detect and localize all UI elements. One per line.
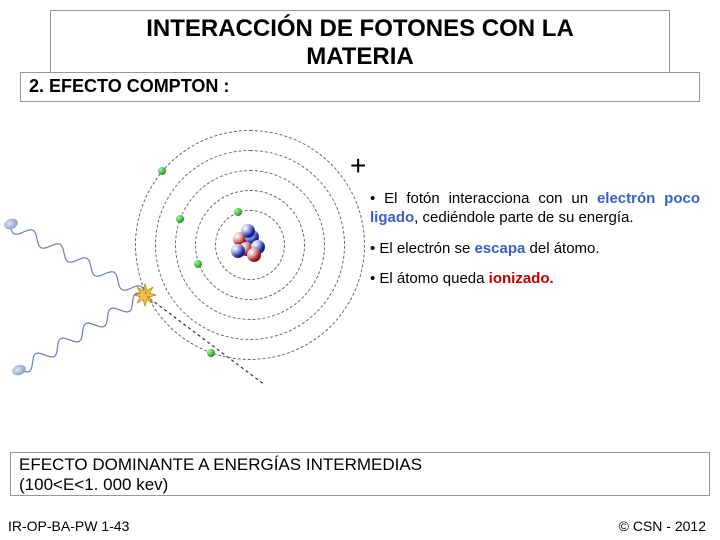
b1-pre: • El fotón interacciona con un bbox=[370, 190, 597, 207]
title-box: INTERACCIÓN DE FOTONES CON LA MATERIA bbox=[50, 10, 670, 80]
b2-pre: • El electrón se bbox=[370, 240, 474, 257]
bullet-3: • El átomo queda ionizado. bbox=[370, 270, 700, 289]
b3-hl: ionizado. bbox=[489, 270, 554, 287]
b3-pre: • El átomo queda bbox=[370, 270, 489, 287]
b1-post: , cediéndole parte de su energía. bbox=[414, 209, 633, 226]
nucleon bbox=[247, 248, 261, 262]
electron bbox=[158, 167, 166, 175]
subtitle-text: 2. EFECTO COMPTON : bbox=[29, 76, 229, 96]
copyright: © CSN - 2012 bbox=[619, 518, 706, 534]
footer-line2: (100<E<1. 000 kev) bbox=[19, 475, 701, 495]
bullet-1: • El fotón interacciona con un electrón … bbox=[370, 190, 700, 228]
title-line2: MATERIA bbox=[51, 43, 669, 71]
nucleon bbox=[241, 224, 255, 238]
electron bbox=[207, 349, 215, 357]
subtitle-box: 2. EFECTO COMPTON : bbox=[20, 72, 700, 102]
b2-post: del átomo. bbox=[525, 240, 599, 257]
nucleon bbox=[231, 244, 245, 258]
doc-id: IR-OP-BA-PW 1-43 bbox=[8, 518, 129, 534]
title-line1: INTERACCIÓN DE FOTONES CON LA bbox=[51, 15, 669, 43]
dominant-effect-box: EFECTO DOMINANTE A ENERGÍAS INTERMEDIAS … bbox=[10, 452, 710, 496]
b2-hl: escapa bbox=[474, 240, 525, 257]
atom-diagram bbox=[0, 115, 360, 395]
scattered-photon bbox=[20, 293, 145, 372]
incoming-photon bbox=[10, 225, 145, 295]
bullet-2: • El electrón se escapa del átomo. bbox=[370, 240, 700, 259]
electron bbox=[176, 215, 184, 223]
text-column: • El fotón interacciona con un electrón … bbox=[370, 190, 700, 301]
footer-line1: EFECTO DOMINANTE A ENERGÍAS INTERMEDIAS bbox=[19, 455, 701, 475]
plus-symbol: + bbox=[350, 150, 366, 182]
